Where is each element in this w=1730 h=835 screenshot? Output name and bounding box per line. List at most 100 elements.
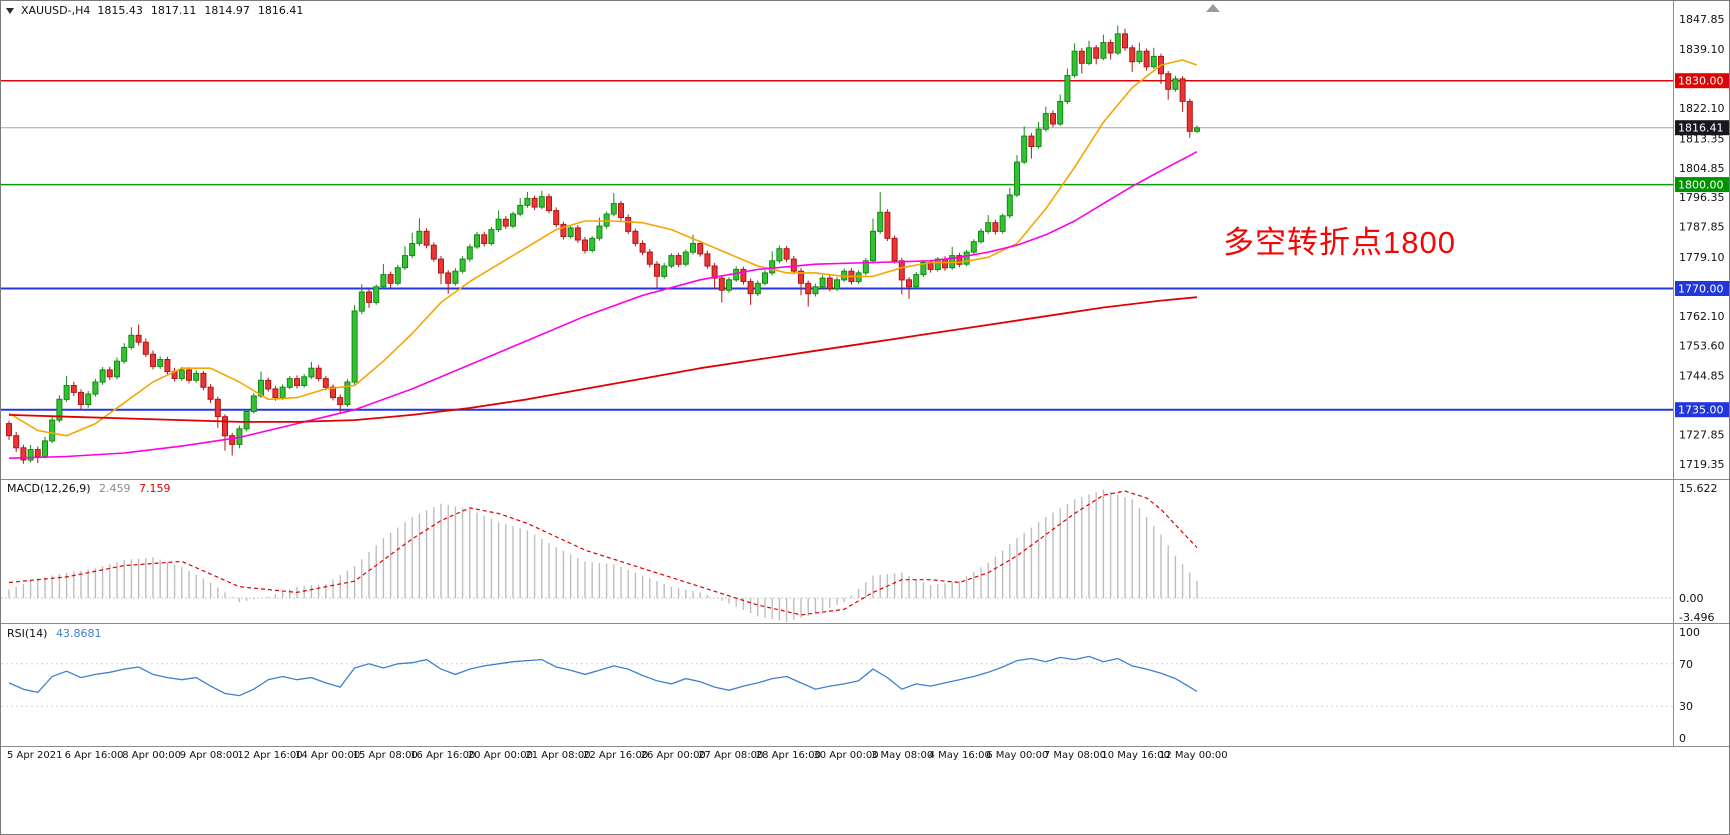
candle (1143, 50, 1150, 68)
ma-mid-magenta (8, 150, 1198, 459)
candle (243, 411, 250, 430)
macd-scale-label: 15.622 (1679, 482, 1718, 495)
candle (726, 279, 732, 291)
candle (222, 416, 228, 437)
candle (308, 367, 315, 378)
rsi-scale-label: 30 (1679, 700, 1693, 713)
candle (1165, 73, 1172, 90)
candle (610, 203, 617, 215)
candle (1186, 101, 1193, 132)
time-label: 6 May 00:00 (986, 750, 1048, 761)
rsi-scale-label: 100 (1679, 626, 1700, 639)
candle (366, 291, 372, 303)
candle (834, 279, 840, 289)
time-label: 26 Apr 00:00 (641, 750, 706, 761)
candle (466, 246, 473, 260)
candle (596, 225, 603, 239)
candle (956, 255, 963, 265)
candle (1150, 55, 1157, 68)
candle (1021, 135, 1028, 163)
price-tick: 1779.10 (1679, 251, 1725, 264)
time-label: 4 May 16:00 (929, 750, 991, 761)
candle (13, 435, 20, 449)
candle (301, 376, 308, 386)
annotation-text-object[interactable]: 多空转折点1800 (1223, 225, 1456, 260)
macd-main-value: 2.459 (99, 482, 131, 495)
candle (862, 260, 869, 274)
symbol-dropdown-icon[interactable] (6, 7, 14, 14)
candle (985, 222, 992, 232)
candle (322, 378, 329, 388)
candle (891, 237, 898, 262)
chart-canvas[interactable]: 1847.85 1839.10 1822.10 1813.35 1804.85 1796.… (1, 1, 1730, 763)
candle (337, 397, 344, 406)
candle (718, 277, 725, 291)
candle (423, 230, 430, 246)
candle (531, 197, 538, 208)
candle (654, 263, 660, 277)
candle (164, 359, 171, 373)
candle (387, 274, 394, 284)
time-label: 7 May 08:00 (1044, 750, 1106, 761)
price-badge-label: 1830.00 (1678, 75, 1724, 88)
candle (402, 255, 408, 269)
candle (704, 253, 711, 267)
candle (20, 447, 27, 461)
candle (855, 272, 862, 283)
candle (1107, 42, 1114, 54)
price-tick: 1813.35 (1679, 132, 1725, 145)
candle (394, 267, 401, 284)
candle (762, 272, 768, 284)
ma-slow-red (8, 296, 1198, 423)
candle (229, 435, 236, 445)
candle (1172, 78, 1179, 90)
candle (711, 265, 718, 279)
candle (668, 255, 675, 267)
candle (294, 378, 300, 387)
price-tick: 1822.10 (1679, 102, 1725, 115)
price-tick: 1847.85 (1679, 13, 1725, 26)
candle (459, 258, 466, 272)
price-badge (1675, 281, 1729, 296)
candle (1136, 50, 1143, 63)
candle (1194, 127, 1200, 132)
candle (1064, 75, 1071, 102)
candle (697, 243, 704, 255)
candle (495, 218, 502, 231)
candle (351, 310, 358, 383)
time-axis[interactable]: 5 Apr 2021 6 Apr 16:008 Apr 00:009 Apr 08… (7, 750, 1228, 761)
candle (85, 393, 92, 406)
candle (884, 211, 891, 239)
candle (798, 270, 804, 284)
candle (70, 385, 77, 393)
candle (438, 258, 444, 274)
candle (560, 223, 567, 237)
time-label: 10 May 16:00 (1101, 750, 1170, 761)
price-tick: 1804.85 (1679, 162, 1725, 175)
candle (978, 230, 984, 243)
candle (747, 281, 754, 295)
time-label: 15 Apr 08:00 (353, 750, 418, 761)
candle (488, 229, 495, 245)
price-tick: 1839.10 (1679, 43, 1725, 56)
candle (661, 265, 668, 277)
macd-signal-line (8, 490, 1198, 616)
price-axis[interactable]: 1847.85 1839.10 1822.10 1813.35 1804.85 1796.… (1675, 13, 1729, 745)
candle (416, 230, 423, 244)
time-label: 28 Apr 16:00 (756, 750, 821, 761)
time-label: 20 Apr 00:00 (468, 750, 533, 761)
time-label: 8 Apr 00:00 (122, 750, 181, 761)
rsi-name: RSI(14) (7, 627, 48, 640)
candle (200, 372, 207, 388)
candle (445, 272, 452, 284)
candle (1035, 128, 1042, 147)
price-badge-label: 1800.00 (1678, 179, 1724, 192)
candle (877, 211, 884, 232)
candle (999, 215, 1006, 232)
candle (330, 386, 336, 399)
time-label: 21 Apr 08:00 (525, 750, 590, 761)
candle (1122, 33, 1128, 49)
rsi-indicator-label: RSI(14) 43.8681 (7, 627, 101, 640)
candle (646, 251, 653, 265)
candle (430, 244, 437, 260)
